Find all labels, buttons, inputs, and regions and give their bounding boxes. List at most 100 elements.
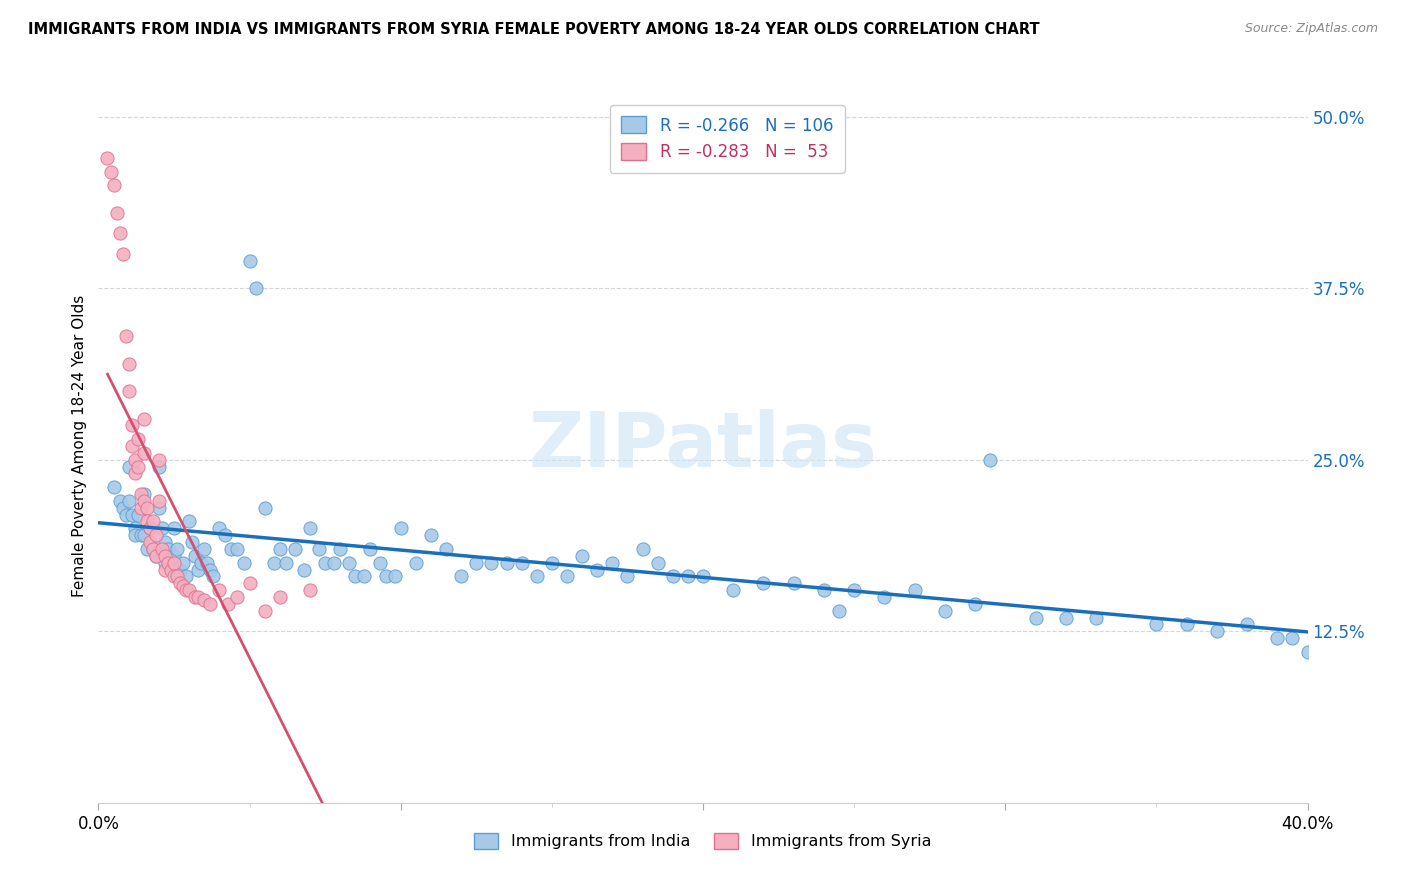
Point [200, 562, 222, 576]
Point [540, 556, 562, 570]
Point [174, 569, 197, 583]
Point [132, 528, 155, 542]
Point [179, 583, 201, 598]
Point [1024, 610, 1046, 624]
Point [226, 590, 249, 604]
Point [979, 452, 1001, 467]
Point [202, 569, 225, 583]
Point [121, 508, 143, 522]
Point [783, 576, 806, 591]
Point [274, 556, 297, 570]
Point [114, 508, 136, 522]
Point [163, 521, 186, 535]
Point [153, 549, 176, 563]
Point [239, 576, 262, 591]
Point [139, 535, 162, 549]
Point [132, 446, 155, 460]
Point [844, 583, 866, 598]
Point [1281, 631, 1303, 645]
Point [139, 521, 162, 535]
Point [153, 535, 176, 549]
Point [692, 569, 714, 583]
Point [108, 227, 131, 241]
Point [169, 562, 191, 576]
Point [121, 418, 143, 433]
Point [160, 556, 183, 570]
Point [135, 515, 157, 529]
Point [156, 541, 179, 556]
Point [150, 521, 173, 535]
Point [111, 500, 134, 515]
Point [132, 411, 155, 425]
Point [118, 494, 141, 508]
Point [145, 549, 167, 563]
Point [118, 384, 141, 398]
Point [118, 357, 141, 371]
Point [314, 556, 336, 570]
Point [586, 562, 609, 576]
Point [965, 597, 987, 611]
Point [308, 541, 330, 556]
Point [723, 583, 745, 598]
Point [187, 590, 209, 604]
Point [450, 569, 472, 583]
Point [1296, 645, 1319, 659]
Point [389, 521, 412, 535]
Point [108, 494, 131, 508]
Point [269, 590, 291, 604]
Point [526, 569, 548, 583]
Point [495, 556, 517, 570]
Point [127, 459, 149, 474]
Point [129, 487, 152, 501]
Point [145, 528, 167, 542]
Point [124, 521, 146, 535]
Point [195, 556, 218, 570]
Point [150, 541, 173, 556]
Point [142, 541, 165, 556]
Point [172, 579, 194, 593]
Point [111, 247, 134, 261]
Point [221, 541, 243, 556]
Point [166, 569, 188, 583]
Point [190, 556, 212, 570]
Point [124, 452, 146, 467]
Point [135, 541, 157, 556]
Point [323, 556, 346, 570]
Point [156, 556, 179, 570]
Point [208, 521, 231, 535]
Point [374, 569, 396, 583]
Y-axis label: Female Poverty Among 18-24 Year Olds: Female Poverty Among 18-24 Year Olds [72, 295, 87, 597]
Point [145, 549, 167, 563]
Point [103, 480, 125, 494]
Point [127, 432, 149, 446]
Text: IMMIGRANTS FROM INDIA VS IMMIGRANTS FROM SYRIA FEMALE POVERTY AMONG 18-24 YEAR O: IMMIGRANTS FROM INDIA VS IMMIGRANTS FROM… [28, 22, 1040, 37]
Point [193, 541, 215, 556]
Point [160, 562, 183, 576]
Point [434, 541, 457, 556]
Text: ZIPatlas: ZIPatlas [529, 409, 877, 483]
Point [153, 562, 176, 576]
Point [934, 604, 956, 618]
Point [555, 569, 578, 583]
Point [1054, 610, 1077, 624]
Point [132, 487, 155, 501]
Point [813, 583, 835, 598]
Point [239, 253, 262, 268]
Point [142, 515, 165, 529]
Point [132, 494, 155, 508]
Point [1175, 617, 1198, 632]
Point [353, 569, 375, 583]
Point [676, 569, 699, 583]
Point [752, 576, 775, 591]
Point [368, 556, 391, 570]
Point [571, 549, 593, 563]
Point [200, 597, 222, 611]
Point [226, 541, 249, 556]
Point [299, 583, 322, 598]
Point [329, 541, 352, 556]
Point [253, 500, 276, 515]
Point [465, 556, 488, 570]
Point [828, 604, 851, 618]
Point [184, 590, 207, 604]
Point [174, 583, 197, 598]
